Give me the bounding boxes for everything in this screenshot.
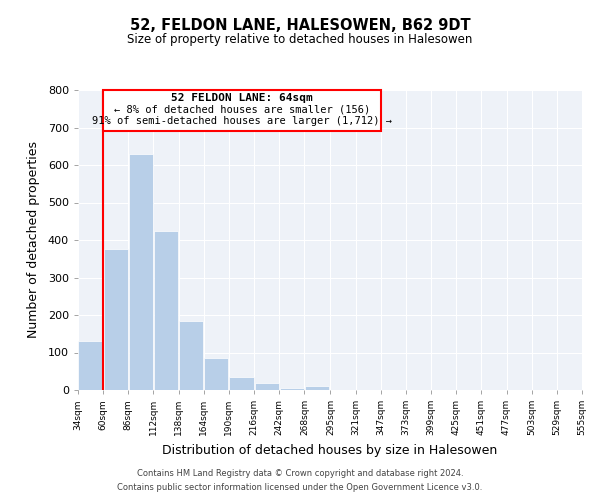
X-axis label: Distribution of detached houses by size in Halesowen: Distribution of detached houses by size … bbox=[163, 444, 497, 456]
Bar bbox=[280, 388, 304, 390]
Bar bbox=[154, 230, 178, 390]
Bar bbox=[204, 358, 229, 390]
Text: 52, FELDON LANE, HALESOWEN, B62 9DT: 52, FELDON LANE, HALESOWEN, B62 9DT bbox=[130, 18, 470, 32]
Bar bbox=[229, 377, 254, 390]
Bar bbox=[254, 383, 279, 390]
Text: 91% of semi-detached houses are larger (1,712) →: 91% of semi-detached houses are larger (… bbox=[92, 116, 392, 126]
Text: Contains HM Land Registry data © Crown copyright and database right 2024.: Contains HM Land Registry data © Crown c… bbox=[137, 468, 463, 477]
Text: ← 8% of detached houses are smaller (156): ← 8% of detached houses are smaller (156… bbox=[114, 104, 370, 115]
Y-axis label: Number of detached properties: Number of detached properties bbox=[26, 142, 40, 338]
Text: Size of property relative to detached houses in Halesowen: Size of property relative to detached ho… bbox=[127, 32, 473, 46]
Bar bbox=[104, 250, 128, 390]
Bar bbox=[179, 320, 203, 390]
Bar bbox=[305, 386, 329, 390]
Bar bbox=[79, 341, 103, 390]
Text: Contains public sector information licensed under the Open Government Licence v3: Contains public sector information licen… bbox=[118, 484, 482, 492]
Bar bbox=[129, 154, 153, 390]
FancyBboxPatch shape bbox=[103, 90, 381, 131]
Text: 52 FELDON LANE: 64sqm: 52 FELDON LANE: 64sqm bbox=[171, 93, 313, 103]
